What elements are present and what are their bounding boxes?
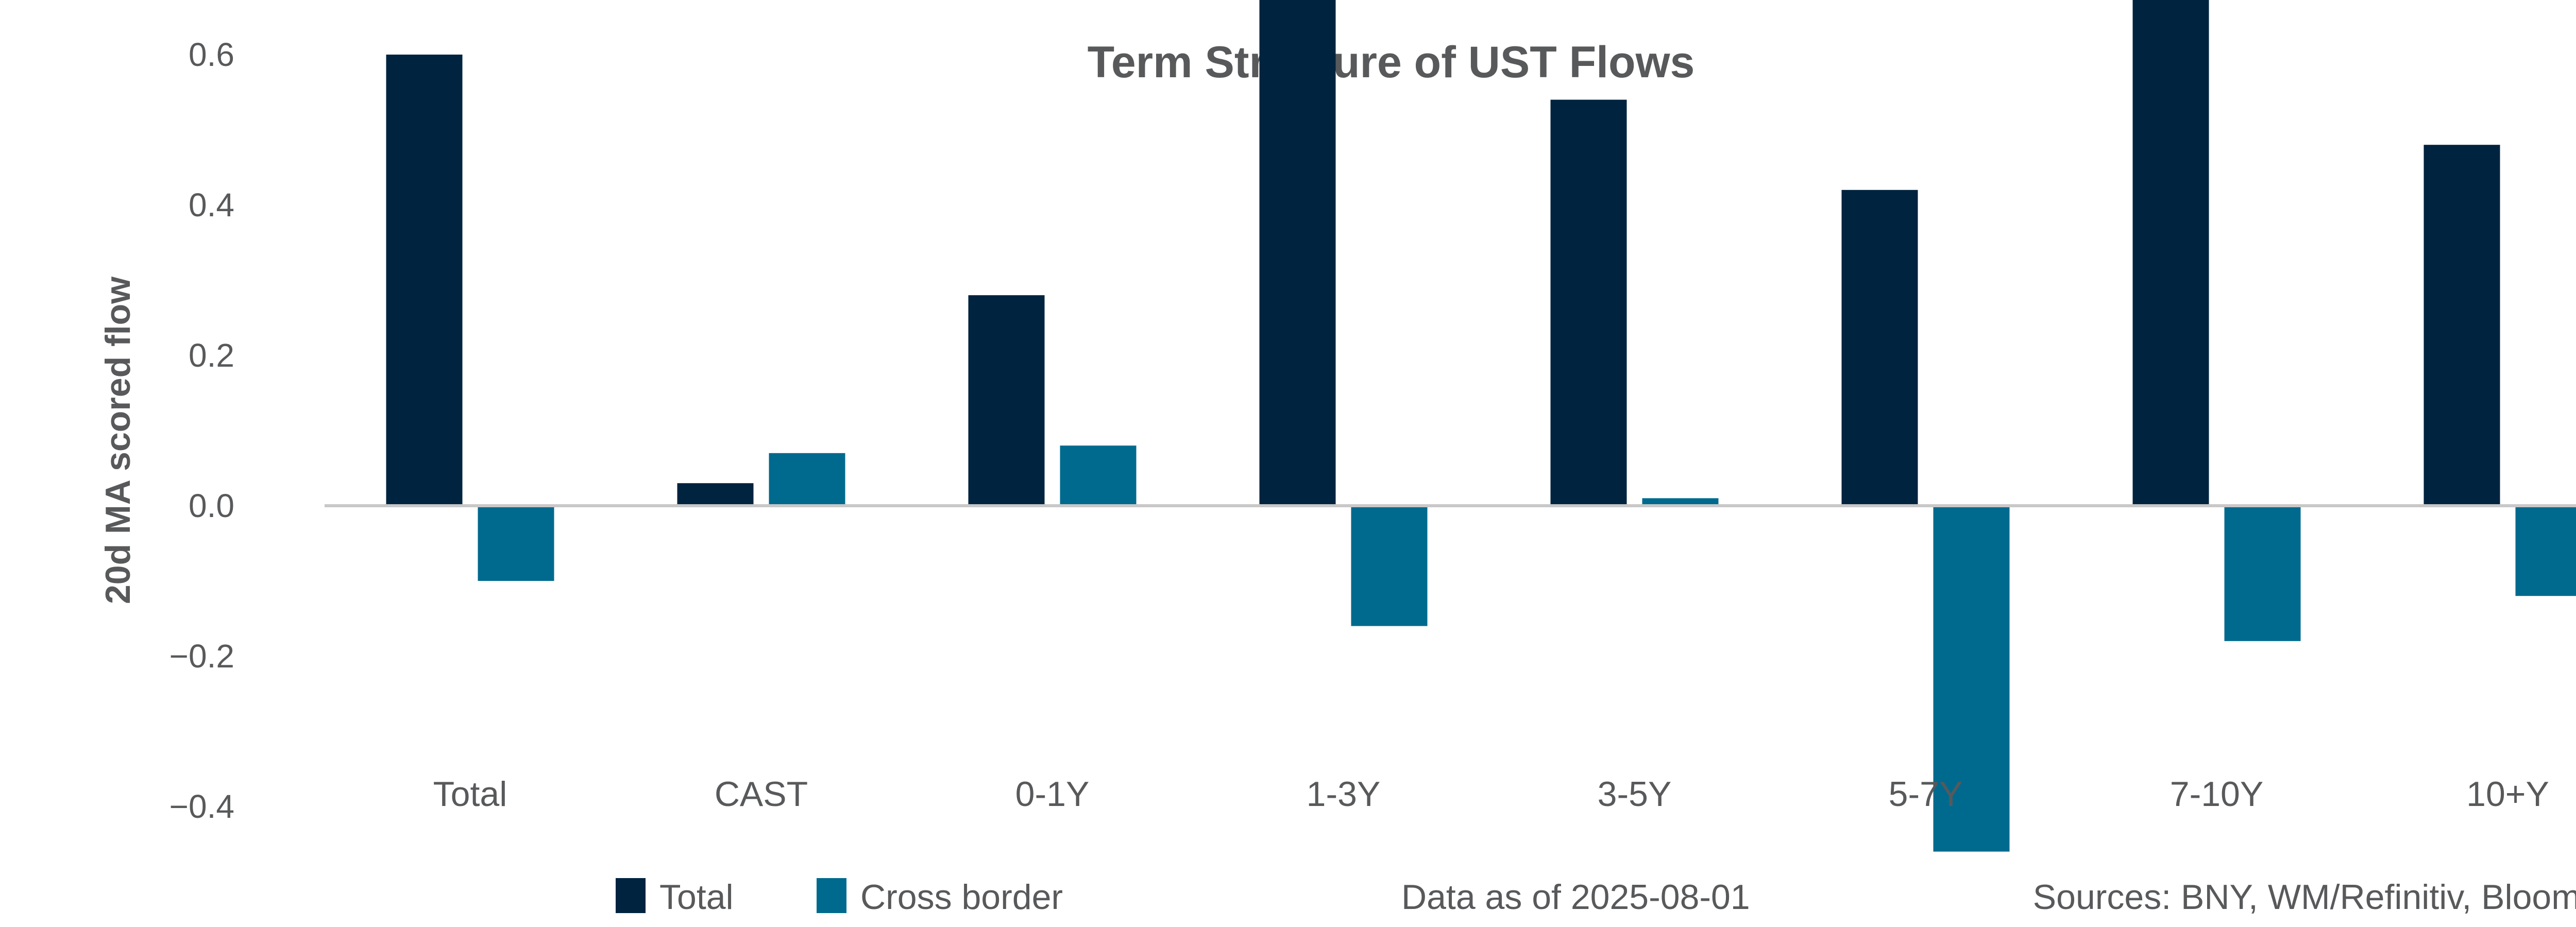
x-category-label: 7-10Y: [2170, 775, 2263, 814]
bar-total-total: [386, 55, 463, 506]
bar-cross-border-7-10y: [2224, 506, 2301, 641]
x-category-label: 1-3Y: [1307, 775, 1381, 814]
bar-total-3-5y: [1550, 99, 1627, 506]
x-category-label: 10+Y: [2466, 775, 2549, 814]
y-tick-label: 0.2: [189, 337, 234, 374]
y-tick-label: −0.4: [170, 788, 234, 825]
bar-total-1-3y: [1259, 0, 1336, 506]
legend-swatch-total: [616, 878, 646, 913]
legend: Total Cross border: [616, 878, 1063, 917]
legend-label: Cross border: [860, 878, 1063, 917]
y-tick-label: 0.6: [189, 36, 234, 73]
bar-total-10+y: [2424, 145, 2500, 506]
bar-total-7-10y: [2132, 0, 2209, 506]
bar-cross-border-cast: [769, 453, 845, 506]
x-axis-categories: Total CAST 0-1Y 1-3Y 3-5Y 5-7Y 7-10Y 10+Y: [433, 775, 2549, 814]
x-category-label: Total: [433, 775, 507, 814]
y-tick-label: 0.0: [189, 487, 234, 524]
bar-total-cast: [677, 483, 754, 506]
x-category-label: 5-7Y: [1889, 775, 1963, 814]
bar-cross-border-1-3y: [1351, 506, 1428, 626]
bar-total-5-7y: [1841, 190, 1918, 506]
y-axis-ticks: −0.4 −0.2 0.0 0.2 0.4 0.6: [170, 36, 234, 825]
bar-cross-border-5-7y: [1933, 506, 2010, 852]
bar-total-0-1y: [968, 295, 1045, 506]
legend-swatch-cross-border: [817, 878, 846, 913]
y-tick-label: 0.4: [189, 186, 234, 224]
bars: [386, 0, 2576, 852]
bar-cross-border-10+y: [2515, 506, 2576, 596]
bar-cross-border-0-1y: [1060, 445, 1137, 506]
bar-cross-border-total: [478, 506, 554, 581]
data-as-of-note: Data as of 2025-08-01: [1401, 878, 1750, 917]
y-tick-label: −0.2: [170, 638, 234, 675]
x-category-label: 3-5Y: [1598, 775, 1672, 814]
x-category-label: 0-1Y: [1015, 775, 1090, 814]
chart-title: Term Structure of UST Flows: [1088, 38, 1695, 87]
legend-label: Total: [659, 878, 734, 917]
x-category-label: CAST: [715, 775, 808, 814]
bar-cross-border-3-5y: [1642, 498, 1719, 506]
sources-note: Sources: BNY, WM/Refinitiv, Bloomberg: [2033, 878, 2576, 917]
y-axis-label: 20d MA scored flow: [98, 276, 138, 604]
